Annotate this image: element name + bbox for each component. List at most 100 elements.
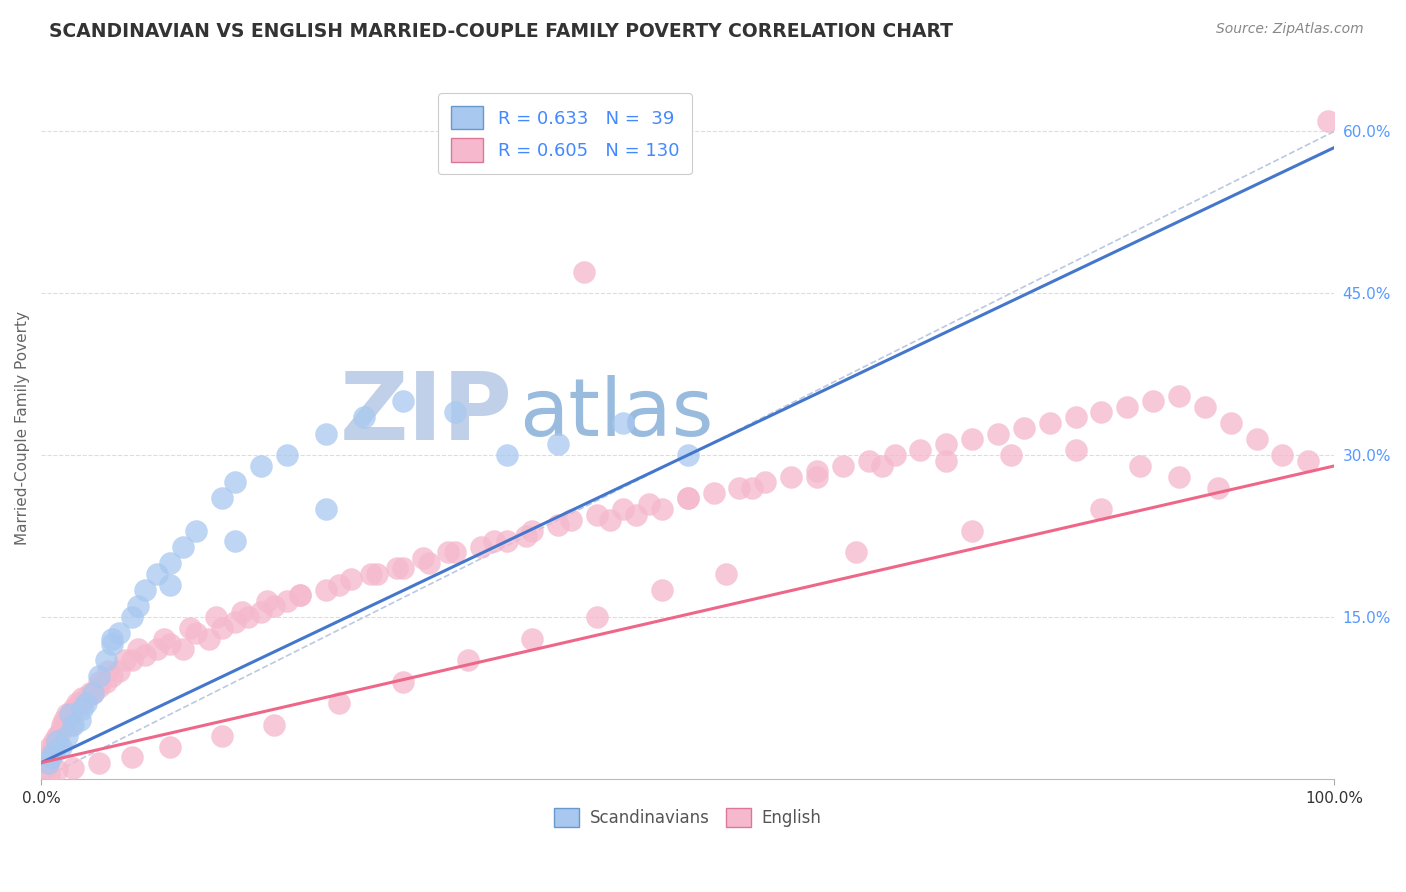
Point [883, 448, 905, 462]
Point [741, 481, 763, 495]
Point [41, 750, 63, 764]
Point [89, 669, 111, 683]
Point [437, 545, 460, 559]
Point [38, 750, 60, 764]
Point [53, 713, 76, 727]
Text: SCANDINAVIAN VS ENGLISH MARRIED-COUPLE FAMILY POVERTY CORRELATION CHART: SCANDINAVIAN VS ENGLISH MARRIED-COUPLE F… [49, 22, 953, 41]
Point [179, 621, 201, 635]
Point [612, 416, 634, 430]
Point [211, 621, 233, 635]
Point [62, 761, 84, 775]
Point [418, 556, 440, 570]
Point [637, 497, 659, 511]
Point [198, 632, 221, 646]
Point [236, 610, 259, 624]
Point [1090, 502, 1112, 516]
Point [69, 697, 91, 711]
Point [845, 545, 868, 559]
Point [716, 566, 738, 581]
Point [482, 534, 505, 549]
Point [1194, 400, 1216, 414]
Point [134, 583, 156, 598]
Point [651, 583, 673, 598]
Point [89, 680, 111, 694]
Point [353, 410, 375, 425]
Point [366, 566, 388, 581]
Legend: Scandinavians, English: Scandinavians, English [548, 801, 828, 834]
Point [444, 545, 467, 559]
Point [250, 458, 273, 473]
Point [256, 594, 278, 608]
Point [94, 674, 117, 689]
Point [1168, 389, 1191, 403]
Point [66, 697, 89, 711]
Point [315, 502, 337, 516]
Point [1116, 400, 1139, 414]
Point [56, 707, 79, 722]
Point [1090, 405, 1112, 419]
Point [1064, 410, 1087, 425]
Point [780, 469, 803, 483]
Point [987, 426, 1010, 441]
Point [935, 453, 957, 467]
Point [42, 734, 65, 748]
Point [82, 685, 104, 699]
Point [728, 481, 751, 495]
Point [412, 550, 434, 565]
Point [263, 599, 285, 614]
Point [58, 707, 80, 722]
Point [204, 610, 226, 624]
Point [1039, 416, 1062, 430]
Point [159, 637, 181, 651]
Point [146, 566, 169, 581]
Point [146, 642, 169, 657]
Point [58, 707, 80, 722]
Point [1206, 481, 1229, 495]
Point [910, 442, 932, 457]
Point [134, 648, 156, 662]
Point [121, 750, 143, 764]
Point [37, 756, 59, 770]
Point [444, 405, 467, 419]
Point [46, 729, 69, 743]
Point [599, 513, 621, 527]
Point [62, 702, 84, 716]
Point [153, 632, 176, 646]
Point [59, 718, 82, 732]
Point [328, 697, 350, 711]
Point [39, 739, 62, 754]
Point [360, 566, 382, 581]
Text: atlas: atlas [520, 376, 714, 453]
Point [62, 718, 84, 732]
Point [676, 491, 699, 506]
Point [574, 265, 596, 279]
Point [1000, 448, 1022, 462]
Point [495, 448, 517, 462]
Point [34, 750, 56, 764]
Point [754, 475, 776, 490]
Point [89, 674, 111, 689]
Point [935, 437, 957, 451]
Point [340, 572, 363, 586]
Point [49, 723, 72, 738]
Point [470, 540, 492, 554]
Point [82, 685, 104, 699]
Point [624, 508, 647, 522]
Point [547, 518, 569, 533]
Point [676, 448, 699, 462]
Point [38, 766, 60, 780]
Point [37, 756, 59, 770]
Point [276, 448, 298, 462]
Point [69, 713, 91, 727]
Point [1219, 416, 1241, 430]
Point [107, 664, 129, 678]
Point [42, 745, 65, 759]
Point [1129, 458, 1152, 473]
Point [97, 664, 120, 678]
Point [172, 642, 194, 657]
Point [45, 729, 67, 743]
Point [94, 653, 117, 667]
Point [702, 486, 724, 500]
Point [159, 739, 181, 754]
Point [831, 458, 853, 473]
